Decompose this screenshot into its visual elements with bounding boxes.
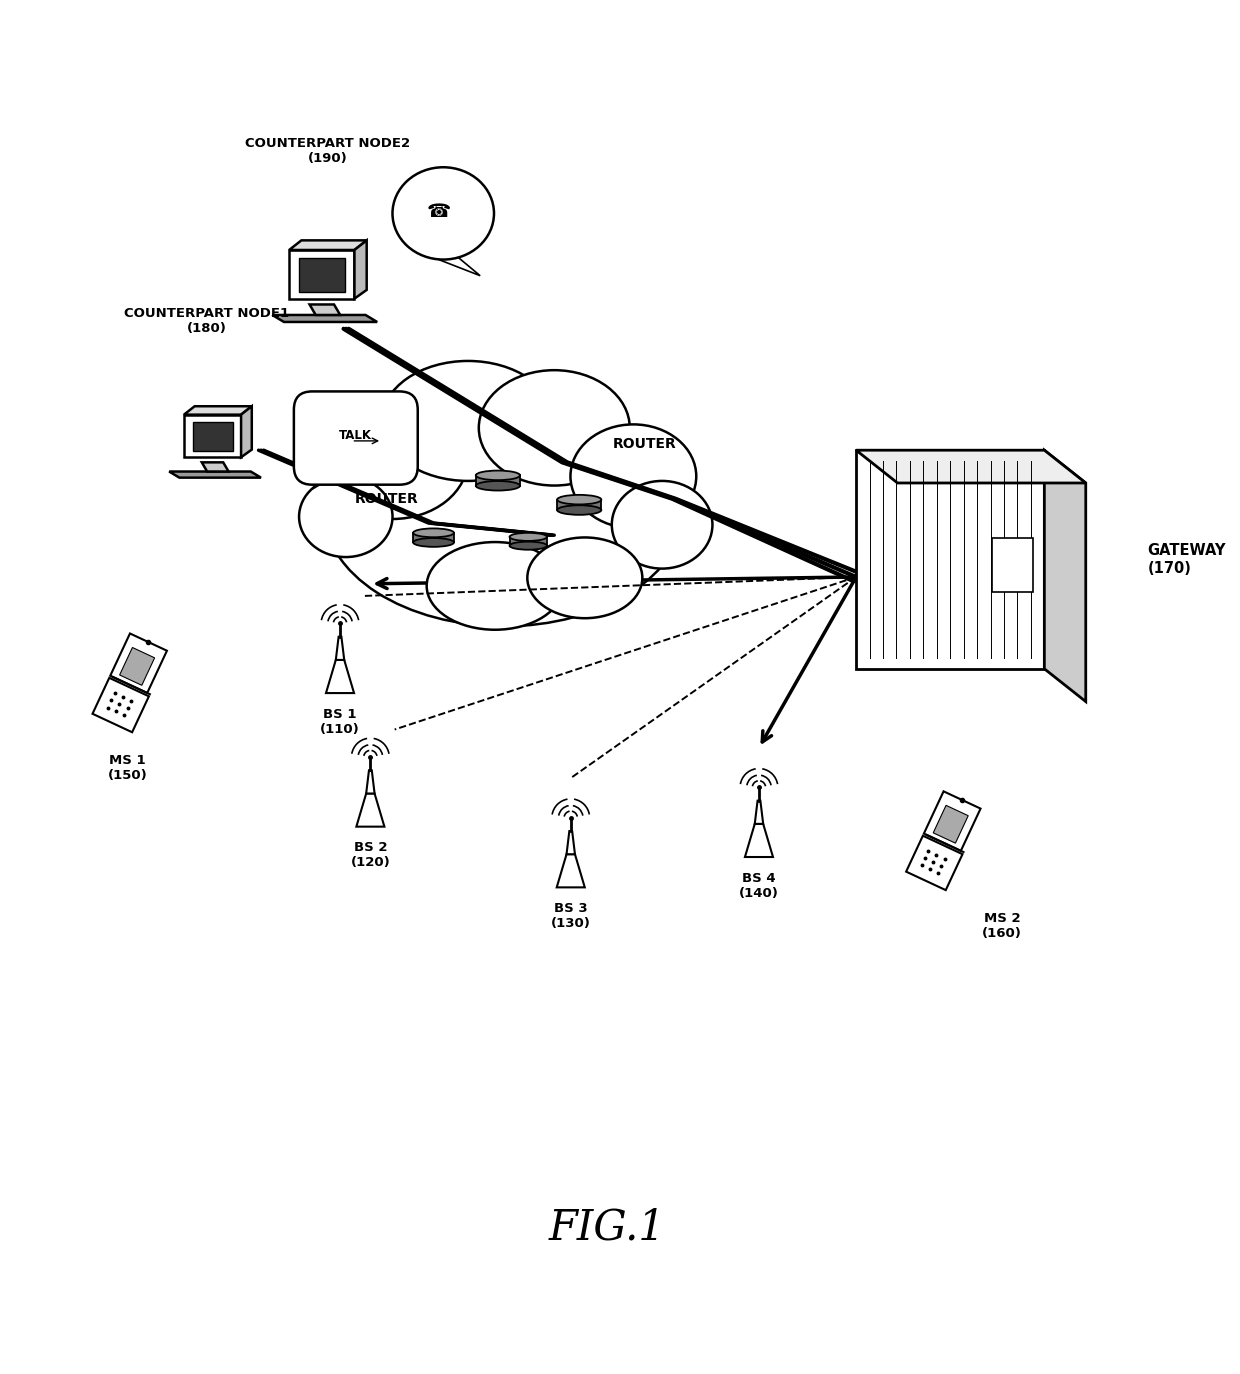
Ellipse shape bbox=[527, 537, 642, 618]
Ellipse shape bbox=[427, 543, 563, 629]
Polygon shape bbox=[1044, 451, 1086, 702]
Ellipse shape bbox=[510, 533, 547, 541]
Polygon shape bbox=[110, 633, 167, 692]
Polygon shape bbox=[326, 660, 355, 692]
Text: BS 1
(110): BS 1 (110) bbox=[320, 708, 360, 735]
Polygon shape bbox=[202, 462, 228, 471]
Ellipse shape bbox=[413, 529, 454, 537]
Polygon shape bbox=[273, 315, 377, 322]
Ellipse shape bbox=[570, 425, 697, 528]
Ellipse shape bbox=[413, 539, 454, 547]
Polygon shape bbox=[93, 677, 149, 732]
Text: BS 2
(120): BS 2 (120) bbox=[351, 841, 391, 870]
Text: COUNTERPART NODE1
(180): COUNTERPART NODE1 (180) bbox=[124, 306, 289, 335]
Polygon shape bbox=[355, 240, 367, 298]
Polygon shape bbox=[557, 855, 585, 888]
Polygon shape bbox=[192, 422, 233, 451]
Polygon shape bbox=[557, 500, 601, 510]
Polygon shape bbox=[356, 794, 384, 827]
Polygon shape bbox=[289, 250, 355, 298]
Text: BS 3
(130): BS 3 (130) bbox=[551, 901, 590, 930]
Polygon shape bbox=[567, 831, 575, 855]
Polygon shape bbox=[119, 647, 155, 686]
Ellipse shape bbox=[557, 495, 601, 504]
Polygon shape bbox=[439, 253, 480, 276]
Ellipse shape bbox=[510, 541, 547, 550]
Polygon shape bbox=[934, 805, 968, 844]
Ellipse shape bbox=[611, 481, 713, 569]
Polygon shape bbox=[336, 636, 345, 660]
Polygon shape bbox=[312, 467, 351, 489]
Ellipse shape bbox=[393, 168, 494, 260]
Polygon shape bbox=[856, 451, 1086, 484]
Polygon shape bbox=[413, 533, 454, 543]
Polygon shape bbox=[856, 451, 1044, 669]
Text: COUNTERPART NODE2
(190): COUNTERPART NODE2 (190) bbox=[246, 137, 410, 165]
Polygon shape bbox=[476, 475, 520, 486]
Text: BS 4
(140): BS 4 (140) bbox=[739, 871, 779, 900]
Ellipse shape bbox=[476, 470, 520, 480]
Text: TALK: TALK bbox=[340, 429, 372, 441]
Polygon shape bbox=[745, 824, 773, 857]
Text: MS 2
(160): MS 2 (160) bbox=[982, 912, 1022, 940]
Ellipse shape bbox=[479, 370, 630, 485]
Polygon shape bbox=[510, 537, 547, 545]
Ellipse shape bbox=[317, 398, 467, 519]
Polygon shape bbox=[992, 537, 1033, 592]
Ellipse shape bbox=[557, 506, 601, 515]
Text: ☎: ☎ bbox=[427, 202, 451, 221]
Polygon shape bbox=[241, 407, 252, 458]
Polygon shape bbox=[289, 240, 367, 250]
Polygon shape bbox=[755, 801, 763, 824]
Text: FIG.1: FIG.1 bbox=[549, 1206, 666, 1249]
Polygon shape bbox=[924, 791, 981, 851]
Text: GATEWAY
(170): GATEWAY (170) bbox=[1147, 543, 1226, 576]
Polygon shape bbox=[169, 471, 260, 478]
Polygon shape bbox=[906, 835, 962, 890]
Text: MS 1
(150): MS 1 (150) bbox=[108, 754, 148, 782]
Ellipse shape bbox=[324, 396, 683, 627]
Ellipse shape bbox=[382, 361, 554, 481]
Ellipse shape bbox=[299, 477, 393, 556]
Polygon shape bbox=[184, 415, 241, 458]
Polygon shape bbox=[366, 771, 374, 794]
Text: ROUTER: ROUTER bbox=[355, 492, 419, 506]
Polygon shape bbox=[184, 407, 252, 415]
Polygon shape bbox=[299, 258, 345, 291]
FancyBboxPatch shape bbox=[294, 392, 418, 485]
Ellipse shape bbox=[476, 481, 520, 491]
Polygon shape bbox=[310, 305, 340, 315]
Text: ROUTER: ROUTER bbox=[614, 437, 677, 451]
